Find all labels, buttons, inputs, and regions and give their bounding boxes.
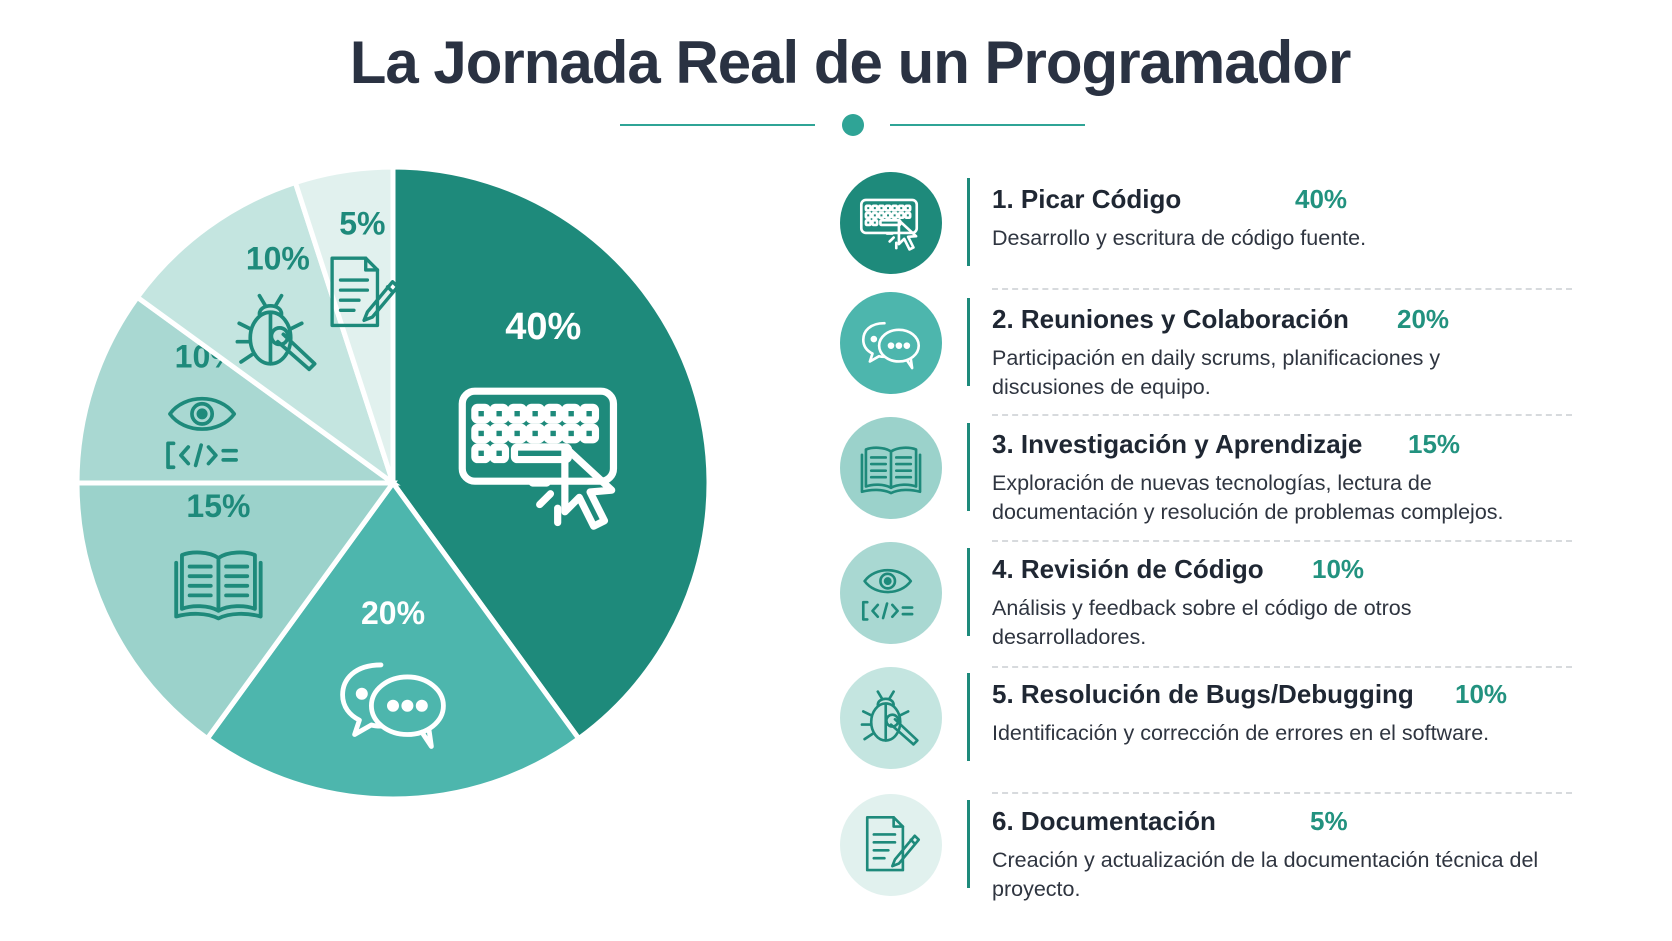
legend-item-percent: 10% xyxy=(1455,679,1508,709)
keyboard-cursor-icon xyxy=(458,387,618,530)
legend-item-description: Creación y actualización de la documenta… xyxy=(992,848,1539,901)
pie-slice-review xyxy=(74,293,401,486)
pie-chart: 40%20%15%10%10%5% xyxy=(74,164,712,802)
legend-item-name: 5. Resolución de Bugs/Debugging xyxy=(992,679,1414,709)
legend-item-debugging: 5. Resolución de Bugs/Debugging 10% Iden… xyxy=(840,665,1580,775)
pie-slice-label: 40% xyxy=(505,306,581,348)
legend-item-percent: 20% xyxy=(1397,304,1450,334)
legend-item-meetings: 2. Reuniones y Colaboración 20% Particip… xyxy=(840,290,1580,400)
legend-item-description: Participación en daily scrums, planifica… xyxy=(992,346,1441,399)
legend-item-code-review: 4. Revisión de Código 10% Análisis y fee… xyxy=(840,540,1580,650)
legend-item-coding: 1. Picar Código 40% Desarrollo y escritu… xyxy=(840,170,1580,280)
legend-item-name: 4. Revisión de Código xyxy=(992,554,1264,584)
bug-wrench-icon xyxy=(235,293,317,372)
legend-item-percent: 10% xyxy=(1312,554,1365,584)
legend-item-name: 2. Reuniones y Colaboración xyxy=(992,304,1349,334)
legend-item-description: Análisis y feedback sobre el código de o… xyxy=(992,596,1412,649)
chat-bubbles-icon xyxy=(840,292,942,394)
pie-slice-meetings xyxy=(203,478,583,802)
open-book-icon xyxy=(174,550,263,621)
pie-slice-label: 20% xyxy=(361,595,425,631)
legend-item-research: 3. Investigación y Aprendizaje 15% Explo… xyxy=(840,415,1580,525)
bug-wrench-icon xyxy=(840,667,942,769)
legend-item-name: 1. Picar Código xyxy=(992,184,1182,214)
legend-item-percent: 5% xyxy=(1310,806,1348,836)
chat-bubbles-icon xyxy=(340,662,446,749)
legend-item-name: 6. Documentación xyxy=(992,806,1216,836)
open-book-icon xyxy=(840,417,942,519)
eye-code-icon xyxy=(840,542,942,644)
pie-slice-research xyxy=(74,480,398,743)
legend-item-description: Exploración de nuevas tecnologías, lectu… xyxy=(992,471,1504,524)
pie-slice-label: 15% xyxy=(186,488,250,524)
document-pencil-icon xyxy=(840,794,942,896)
legend-item-description: Desarrollo y escritura de código fuente. xyxy=(992,226,1367,250)
pie-slice-label: 5% xyxy=(339,205,385,241)
legend-item-percent: 40% xyxy=(1295,184,1348,214)
legend-item-documentation: 6. Documentación 5% Creación y actualiza… xyxy=(840,792,1580,902)
title-divider xyxy=(620,112,1085,138)
eye-code-icon xyxy=(166,396,238,470)
document-pencil-icon xyxy=(330,256,400,328)
legend-item-percent: 15% xyxy=(1408,429,1461,459)
pie-slice-coding xyxy=(390,164,712,743)
pie-slice-bugs xyxy=(133,179,398,490)
pie-slice-label: 10% xyxy=(246,240,310,276)
legend-item-name: 3. Investigación y Aprendizaje xyxy=(992,429,1363,459)
page-title: La Jornada Real de un Programador xyxy=(349,29,1352,96)
keyboard-cursor-icon xyxy=(840,172,942,274)
legend-item-description: Identificación y corrección de errores e… xyxy=(992,721,1490,745)
